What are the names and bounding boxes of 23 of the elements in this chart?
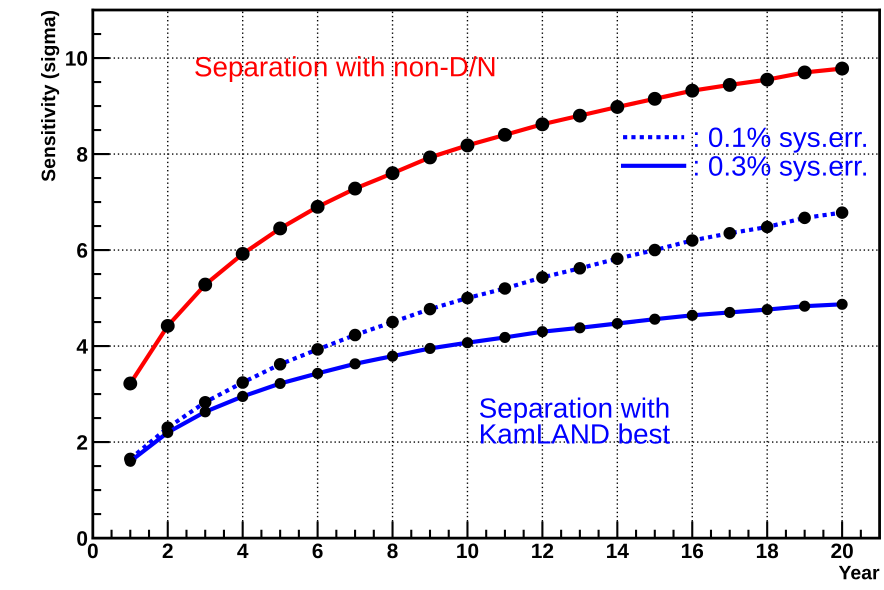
legend-label: : 0.1% sys.err. [695,127,866,153]
x-axis-title: Year [838,566,880,580]
y-tick-label: 2 [77,435,88,450]
y-tick-label: 4 [76,339,88,354]
legend-label: : 0.3% sys.err. [695,156,866,182]
y-tick-label: 10 [66,51,88,66]
x-tick-label: 14 [607,544,629,558]
annotation: Separation with KamLAND best [480,397,670,444]
x-tick-label: 16 [682,543,704,558]
series-label: Separation with non-D/N [195,56,494,82]
x-tick-label: 2 [162,543,173,558]
x-tick-label: 12 [532,543,554,558]
y-tick-label: 8 [77,147,88,162]
x-tick-label: 18 [756,543,778,558]
y-tick-label: 0 [77,531,88,546]
x-tick-label: 8 [387,543,398,558]
x-tick-label: 10 [457,543,478,558]
y-tick-label: 6 [77,243,88,258]
y-axis-title: Sensitivity (sigma) [41,10,60,182]
x-tick-label: 6 [312,543,323,558]
x-tick-label: 4 [237,544,248,558]
x-tick-label: 0 [88,543,98,558]
x-tick-label: 20 [831,543,853,558]
